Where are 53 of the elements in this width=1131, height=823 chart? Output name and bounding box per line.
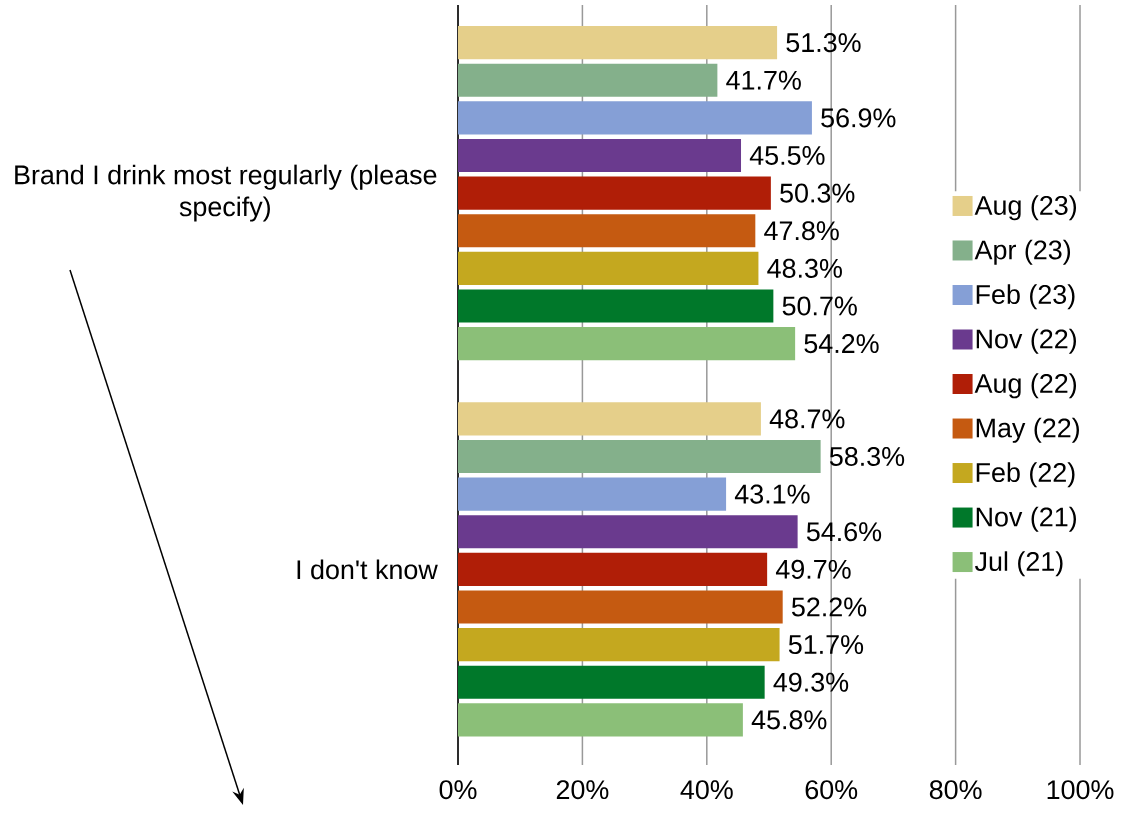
bar [458, 665, 765, 699]
bar [458, 477, 727, 511]
data-label: 43.1% [734, 484, 810, 504]
data-label: 54.2% [804, 334, 879, 354]
data-label: 50.3% [780, 183, 855, 203]
data-label: 54.6% [806, 522, 882, 542]
data-label: 51.7% [788, 635, 864, 655]
legend-label: Apr (23) [974, 239, 1071, 265]
data-label: 49.7% [775, 559, 851, 579]
data-label: 56.9% [821, 108, 896, 128]
bar [458, 327, 796, 361]
data-label: 51.3% [786, 33, 861, 53]
bar [458, 439, 821, 474]
bar [458, 289, 774, 323]
x-tick-label: 20% [556, 780, 609, 800]
bar [458, 251, 759, 285]
legend-label: Aug (22) [974, 373, 1077, 399]
data-label: 52.2% [791, 597, 867, 617]
bar [458, 63, 718, 97]
legend-label: Feb (22) [976, 462, 1075, 488]
bar [458, 26, 778, 60]
data-label: 45.8% [751, 710, 827, 730]
bar [458, 590, 783, 624]
data-label: 48.3% [767, 258, 842, 278]
legend-label: Nov (22) [976, 328, 1077, 354]
bar [458, 101, 812, 135]
bar [458, 402, 761, 436]
bar [458, 515, 798, 549]
x-tick-label: 60% [805, 780, 858, 800]
x-tick-label: 40% [680, 780, 733, 800]
x-tick-label: 0% [439, 780, 477, 800]
bar [458, 176, 771, 210]
data-label: 47.8% [764, 221, 839, 241]
legend-label: Feb (23) [976, 284, 1075, 310]
x-tick-label: 100% [1047, 780, 1114, 800]
data-label: 49.3% [773, 672, 849, 692]
legend-label: May (22) [976, 417, 1079, 443]
legend-label: Nov (21) [976, 506, 1077, 532]
bar [458, 703, 743, 737]
data-label: 48.7% [769, 409, 845, 429]
y-tick-label: Brand I drink most regularly (please specify) [15, 164, 437, 222]
data-label: 45.5% [749, 146, 825, 165]
data-label: 58.3% [829, 446, 905, 467]
bar [458, 138, 742, 173]
bar [458, 552, 768, 586]
legend-label: Aug (23) [974, 195, 1077, 221]
data-label: 50.7% [782, 296, 857, 316]
bar [458, 214, 756, 248]
x-tick-label: 80% [929, 780, 982, 800]
bar [458, 628, 780, 662]
y-tick-label: I don't know [297, 559, 438, 580]
data-label: 41.7% [726, 70, 801, 90]
legend-label: Jul (21) [974, 551, 1063, 577]
